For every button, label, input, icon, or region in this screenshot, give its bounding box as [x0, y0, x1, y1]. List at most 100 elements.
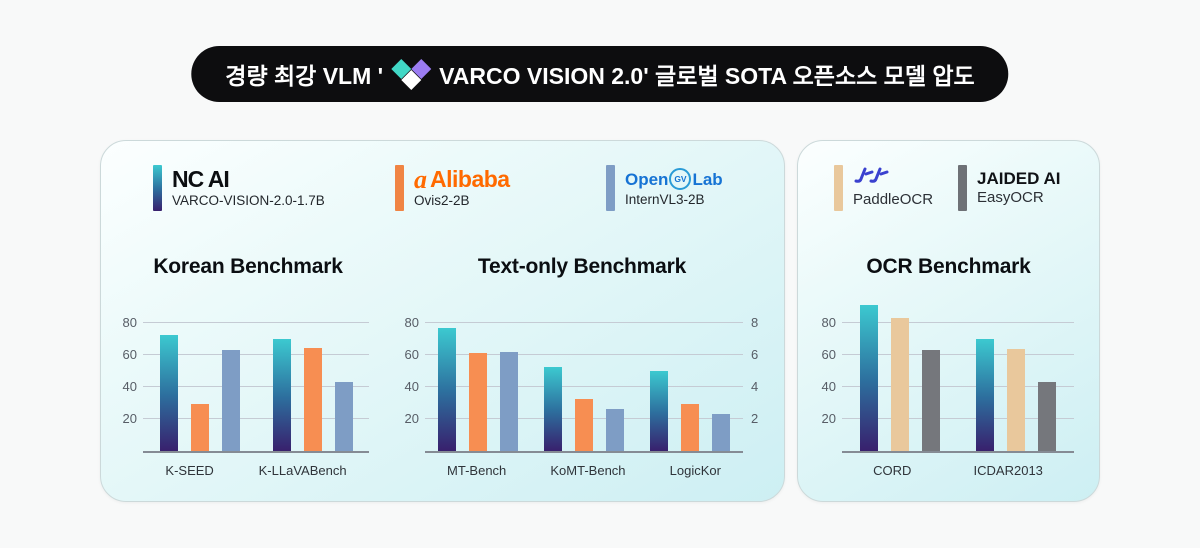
bar-Ovis2-2B: [681, 403, 699, 451]
text-only-benchmark-title: Text-only Benchmark: [477, 255, 687, 278]
bar-PaddleOCR: [1007, 348, 1025, 451]
bar-Ovis2-2B: [469, 353, 487, 451]
gridline: [143, 322, 369, 323]
ovis-color-swatch: [395, 165, 404, 211]
ocr-benchmark-chart: 20 40 60 80 CORD ICDAR2013: [810, 291, 1088, 491]
y-axis-tick-label: 60: [821, 347, 836, 362]
gridline: [143, 418, 369, 419]
bar-InternVL3-2B: [334, 382, 353, 451]
varco-color-swatch: [153, 165, 162, 211]
headline-banner: 경량 최강 VLM ' VARCO VISION 2.0' 글로벌 SOTA 오…: [191, 46, 1009, 102]
legend-internvl: Open GV Lab InternVL3-2B: [606, 165, 723, 211]
y-axis: 20 40 60 80: [395, 291, 423, 451]
y-axis-right-tick-label: 6: [751, 347, 759, 362]
y-axis-tick-label: 60: [122, 347, 137, 362]
gridline: [842, 386, 1074, 387]
gridline: [143, 354, 369, 355]
text-only-benchmark-chart: 20 40 60 80 2 4 6 8 MT-Bench KoMT-Bench LogicKor: [395, 291, 769, 491]
paddlepaddle-logo-icon: [853, 167, 933, 189]
y-axis-tick-label: 20: [122, 411, 137, 426]
varco-model-label: VARCO-VISION-2.0-1.7B: [172, 192, 325, 208]
x-axis-labels: MT-Bench KoMT-Bench LogicKor: [425, 463, 743, 478]
y-axis-right-tick-label: 4: [751, 379, 759, 394]
bar-EasyOCR: [922, 350, 940, 451]
vlm-benchmark-card: NC AI VARCO-VISION-2.0-1.7B a Alibaba Ov…: [100, 140, 785, 502]
bar-group-MT-Bench: [438, 327, 518, 451]
headline-text-before: 경량 최강 VLM ': [225, 63, 384, 89]
x-category-label: LogicKor: [669, 463, 721, 478]
bar-InternVL3-2B: [606, 408, 624, 451]
plot-area: [425, 291, 743, 453]
easyocr-label: EasyOCR: [977, 188, 1044, 206]
y-axis: 20 40 60 80: [115, 291, 141, 451]
alibaba-logo: a Alibaba: [414, 164, 510, 194]
x-category-label: KoMT-Bench: [550, 463, 626, 478]
plot-area: [842, 291, 1074, 453]
bar-group-K-LLaVABench: [272, 339, 353, 451]
bar-Ovis2-2B: [303, 347, 322, 451]
x-axis-labels: K-SEED K-LLaVABench: [143, 463, 369, 478]
bar-VARCO-VISION-2.0-1.7B: [650, 371, 668, 451]
plot-area: [143, 291, 369, 453]
bar-InternVL3-2B: [221, 350, 240, 451]
bar-VARCO-VISION-2.0-1.7B: [860, 305, 878, 451]
bar-group-KoMT-Bench: [544, 367, 624, 451]
y-axis: 20 40 60 80: [810, 291, 840, 451]
gridline: [143, 386, 369, 387]
y-axis-tick-label: 80: [122, 315, 137, 330]
x-category-label: K-SEED: [165, 463, 214, 478]
bar-VARCO-VISION-2.0-1.7B: [544, 367, 562, 451]
gridline: [842, 354, 1074, 355]
legend-varco: NC AI VARCO-VISION-2.0-1.7B: [153, 165, 325, 211]
bar-PaddleOCR: [891, 318, 909, 451]
bar-groups: [143, 291, 369, 451]
gridline: [425, 354, 743, 355]
paddleocr-label: PaddleOCR: [853, 191, 934, 208]
internvl-color-swatch: [606, 165, 615, 211]
x-axis-labels: CORD ICDAR2013: [842, 463, 1074, 478]
y-axis-right: 2 4 6 8: [745, 291, 769, 451]
bar-VARCO-VISION-2.0-1.7B: [159, 335, 178, 451]
paddleocr-color-swatch: [834, 165, 843, 211]
korean-benchmark-chart: 20 40 60 80 K-SEED K-LLaVABench: [115, 291, 381, 491]
legend-ovis: a Alibaba Ovis2-2B: [395, 165, 510, 211]
ocr-benchmark-title: OCR Benchmark: [866, 255, 1031, 278]
opengvlab-circle-icon: GV: [669, 168, 692, 191]
jaided-ai-logo: JAIDED AI: [977, 168, 1061, 188]
legend-easyocr: JAIDED AI EasyOCR: [958, 165, 1060, 211]
x-category-label: MT-Bench: [447, 463, 507, 478]
gridline: [425, 386, 743, 387]
y-axis-tick-label: 20: [821, 411, 836, 426]
x-category-label: ICDAR2013: [973, 463, 1043, 478]
y-axis-tick-label: 20: [404, 411, 419, 426]
y-axis-tick-label: 60: [404, 347, 419, 362]
alibaba-a-icon: a: [414, 164, 427, 194]
gridline: [842, 322, 1074, 323]
y-axis-tick-label: 80: [821, 315, 836, 330]
varco-vision-logo-icon: [391, 58, 432, 91]
bar-group-K-SEED: [159, 335, 240, 451]
opengvlab-logo: Open GV Lab: [625, 168, 723, 191]
bar-VARCO-VISION-2.0-1.7B: [438, 327, 456, 451]
y-axis-right-tick-label: 8: [751, 315, 759, 330]
bar-groups: [842, 291, 1074, 451]
gridline: [842, 418, 1074, 419]
headline-text-after: VARCO VISION 2.0' 글로벌 SOTA 오픈소스 모델 압도: [439, 63, 975, 89]
legend-paddleocr: PaddleOCR: [834, 165, 933, 211]
bar-Ovis2-2B: [575, 399, 593, 451]
nc-ai-logo: NC AI: [172, 165, 230, 192]
bar-VARCO-VISION-2.0-1.7B: [976, 339, 994, 451]
ovis-model-label: Ovis2-2B: [414, 192, 470, 208]
bar-groups: [425, 291, 743, 451]
bar-Ovis2-2B: [190, 403, 209, 451]
x-category-label: K-LLaVABench: [258, 463, 347, 478]
x-category-label: CORD: [873, 463, 912, 478]
bar-InternVL3-2B: [712, 414, 730, 451]
internvl-model-label: InternVL3-2B: [625, 192, 705, 208]
bar-VARCO-VISION-2.0-1.7B: [272, 339, 291, 451]
bar-EasyOCR: [1038, 382, 1056, 451]
y-axis-tick-label: 40: [404, 379, 419, 394]
gridline: [425, 322, 743, 323]
korean-benchmark-title: Korean Benchmark: [153, 255, 343, 278]
bar-InternVL3-2B: [500, 351, 518, 451]
